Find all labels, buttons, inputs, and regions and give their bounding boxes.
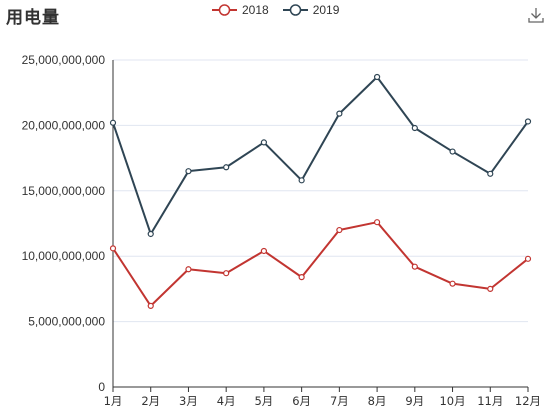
data-point-2018 <box>260 247 268 255</box>
data-point-2018 <box>373 219 381 226</box>
data-point-2018 <box>449 280 456 287</box>
x-tick-label: 7月 <box>330 394 349 408</box>
legend-symbol-2018 <box>212 4 237 16</box>
x-tick-label: 11月 <box>477 394 503 408</box>
grid-lines <box>113 59 528 323</box>
data-point-2018 <box>109 245 117 252</box>
x-tick-label: 10月 <box>439 394 465 408</box>
data-point-2018 <box>223 270 230 277</box>
legend-item-2019[interactable]: 2019 <box>282 3 340 17</box>
x-tick-label: 8月 <box>368 394 387 408</box>
data-point-2018 <box>524 255 532 262</box>
data-point-2019 <box>223 164 230 171</box>
legend: 2018 2019 <box>212 3 339 17</box>
axes: 0 5,000,000,000 10,000,000,000 15,000,000,0… <box>22 53 541 408</box>
data-point-2019 <box>449 148 456 155</box>
y-tick-label: 20,000,000,000 <box>22 118 106 132</box>
series-line-2019 <box>112 76 529 235</box>
legend-label-2018: 2018 <box>242 3 269 17</box>
data-point-2018 <box>336 226 343 234</box>
x-tick-label: 2月 <box>141 394 160 408</box>
data-point-2019 <box>185 168 192 175</box>
legend-label-2019: 2019 <box>312 3 340 17</box>
x-tick-label: 1月 <box>104 394 123 408</box>
y-tick-label: 0 <box>98 380 105 394</box>
y-tick-label: 25,000,000,000 <box>22 53 106 67</box>
data-point-2019 <box>260 139 268 146</box>
legend-item-2018[interactable]: 2018 <box>212 3 269 17</box>
y-tick-label: 15,000,000,000 <box>22 184 106 198</box>
legend-symbol-2019 <box>282 4 308 16</box>
data-point-2018 <box>411 263 418 270</box>
data-point-2019 <box>109 119 117 126</box>
x-tick-label: 3月 <box>179 394 198 408</box>
data-point-2018 <box>147 302 154 310</box>
data-point-2018 <box>487 285 494 292</box>
data-point-2019 <box>524 118 532 125</box>
data-point-2018 <box>298 274 305 281</box>
series <box>109 73 532 310</box>
data-point-2019 <box>373 73 381 81</box>
data-point-2019 <box>298 177 305 184</box>
x-tick-label: 9月 <box>405 394 424 408</box>
y-tick-label: 10,000,000,000 <box>22 249 106 263</box>
series-line-2018 <box>112 221 529 307</box>
x-tick-label: 12月 <box>515 394 541 408</box>
download-icon[interactable] <box>527 6 545 24</box>
data-point-2019 <box>147 230 154 238</box>
y-tick-label: 5,000,000,000 <box>28 315 105 329</box>
x-tick-label: 6月 <box>292 394 311 408</box>
data-point-2018 <box>185 266 192 273</box>
chart-title: 用电量 <box>6 8 60 28</box>
x-tick-label: 4月 <box>217 394 236 408</box>
x-tick-label: 5月 <box>254 394 273 408</box>
data-point-2019 <box>336 110 343 117</box>
data-point-2019 <box>487 170 494 177</box>
data-point-2019 <box>411 124 418 132</box>
